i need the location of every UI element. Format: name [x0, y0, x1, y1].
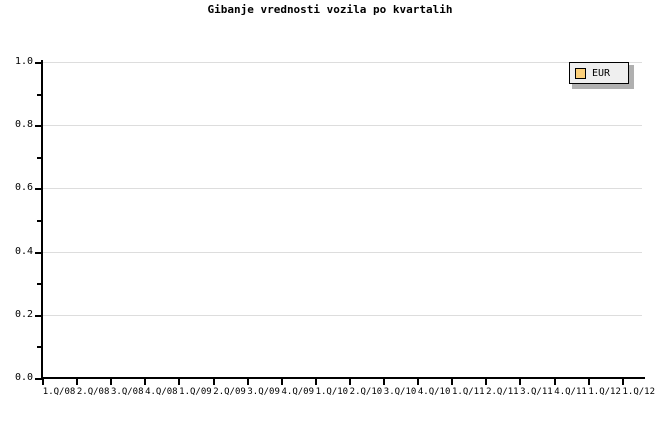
x-axis-tick	[314, 379, 317, 385]
x-axis-label: 4.Q/11	[554, 387, 587, 397]
x-axis-tick	[519, 379, 522, 385]
x-axis-tick	[76, 379, 79, 385]
gridline	[42, 251, 642, 253]
x-axis-label: 1.Q/11	[451, 387, 485, 397]
x-axis-label: 3.Q/09	[247, 387, 280, 397]
chart-title: Gibanje vrednosti vozila po kvartalih	[207, 3, 453, 16]
y-axis-minor-tick	[37, 93, 42, 96]
x-axis-tick	[417, 379, 420, 385]
y-axis-line	[41, 60, 43, 380]
x-axis-label: 1.Q/09	[179, 387, 212, 397]
y-axis-label: 0.2	[14, 308, 33, 320]
x-axis-tick	[212, 379, 215, 385]
x-axis-tick	[587, 379, 590, 385]
y-axis-tick	[35, 62, 42, 64]
x-axis-tick	[110, 379, 113, 385]
x-axis-tick	[280, 379, 283, 385]
gridline	[42, 314, 642, 316]
x-axis-label: 2.Q/11	[486, 387, 519, 397]
x-axis-label: 3.Q/08	[110, 387, 144, 397]
x-axis-tick	[485, 379, 488, 385]
x-axis-tick	[348, 379, 351, 385]
y-axis-minor-tick	[37, 220, 42, 222]
gridline	[42, 188, 642, 190]
x-axis-label: 4.Q/09	[281, 387, 315, 397]
x-axis-tick	[42, 379, 44, 385]
y-axis-tick	[35, 378, 42, 380]
legend[interactable]: EUR	[569, 62, 629, 84]
x-axis-line	[41, 377, 645, 379]
y-axis-minor-tick	[37, 283, 42, 286]
x-axis-label: 3.Q/11	[520, 387, 553, 397]
x-axis-tick	[451, 379, 454, 385]
x-axis-tick	[144, 379, 147, 385]
x-axis-tick	[178, 379, 181, 385]
y-axis-label: 0.4	[14, 245, 33, 257]
plot-area	[42, 62, 642, 379]
gridline	[42, 125, 642, 127]
y-axis-label: 0.0	[14, 372, 33, 383]
y-axis-label: 1.0	[14, 56, 33, 67]
x-axis-label: 2.Q/08	[76, 387, 110, 397]
x-axis-tick	[383, 379, 385, 385]
x-axis-label: 1.Q/10	[315, 387, 349, 397]
y-axis-minor-tick	[37, 346, 42, 349]
y-axis-tick	[35, 188, 42, 191]
y-axis-tick	[35, 125, 42, 128]
x-axis-tick	[246, 379, 249, 385]
x-axis-label: 1.Q/12	[622, 387, 656, 397]
x-axis-label: 1.Q/12	[588, 387, 621, 397]
y-axis-minor-tick	[37, 156, 42, 159]
x-axis-label: 4.Q/08	[145, 387, 178, 397]
x-axis-label: 3.Q/10	[383, 387, 417, 397]
x-axis-tick	[553, 379, 556, 385]
legend-swatch-eur	[575, 67, 586, 79]
x-axis-label: 4.Q/10	[417, 387, 451, 397]
x-axis-tick	[621, 379, 624, 385]
y-axis-label: 0.6	[14, 182, 33, 194]
gridline	[42, 62, 642, 63]
y-axis-label: 0.8	[14, 119, 33, 131]
y-axis-tick	[35, 314, 42, 317]
x-axis-label: 2.Q/09	[213, 387, 246, 397]
x-axis-label: 2.Q/10	[349, 387, 383, 397]
legend-label-eur: EUR	[592, 67, 611, 79]
x-axis-label: 1.Q/08	[42, 387, 76, 397]
y-axis-tick	[35, 251, 42, 254]
